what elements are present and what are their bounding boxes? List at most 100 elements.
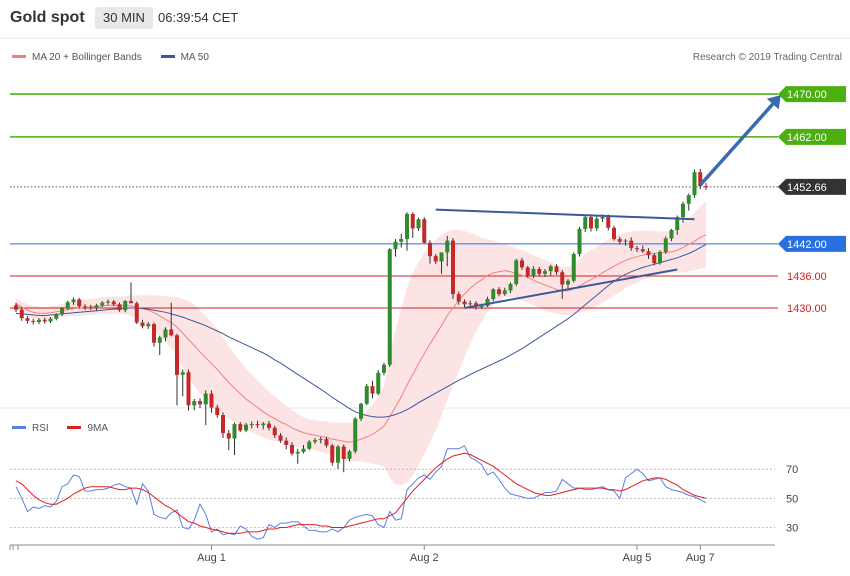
candle-body: [571, 254, 576, 281]
candle-body: [525, 267, 530, 276]
x-tick-Aug-7: Aug 7: [686, 545, 715, 564]
candle: [543, 268, 547, 278]
candle-body: [301, 448, 306, 452]
candle-body: [307, 441, 312, 449]
candle-body: [238, 424, 243, 431]
ma50-swatch: [160, 54, 175, 58]
candle-body: [77, 299, 82, 307]
candle: [318, 436, 323, 444]
ma50-label: MA 50: [180, 52, 209, 63]
candle: [635, 245, 639, 252]
rsi-label: RSI: [32, 423, 49, 434]
candle-body: [410, 213, 415, 229]
candle-body: [554, 266, 559, 273]
candle-body: [48, 318, 53, 322]
candle: [640, 245, 645, 253]
rsi-ma-swatch: [67, 425, 82, 429]
candle-body: [19, 309, 24, 319]
candle: [209, 390, 214, 413]
level-tag: [778, 235, 846, 252]
candle-body: [439, 252, 444, 262]
candle: [393, 239, 398, 257]
x-tick-label: Aug 5: [623, 552, 652, 564]
price-level-1470.00: 1470.00: [10, 86, 846, 103]
candle-body: [652, 255, 657, 264]
candle-body: [681, 203, 685, 218]
candle: [215, 404, 220, 418]
candle-body: [140, 322, 145, 327]
candle: [491, 288, 496, 302]
candle-body: [445, 240, 450, 253]
candle: [485, 296, 490, 307]
candle-body: [663, 238, 668, 252]
price-level-1452.66: 1452.66: [10, 178, 846, 195]
candle-body: [198, 401, 202, 405]
ma20-label: MA 20 + Bollinger Bands: [32, 52, 142, 63]
candle: [221, 412, 225, 438]
candle-body: [393, 241, 398, 250]
target-arrow: [698, 95, 781, 187]
candle: [284, 437, 289, 450]
candle: [462, 299, 467, 307]
candle-body: [416, 219, 421, 229]
candle-body: [468, 303, 473, 305]
candle: [531, 266, 536, 279]
candle: [307, 440, 312, 451]
chart-header: Gold spot 30 MIN 06:39:54 CET: [0, 0, 850, 36]
candle: [111, 300, 116, 306]
candle-body: [704, 186, 708, 188]
timeframe-selector[interactable]: 30 MIN: [95, 7, 153, 29]
candle: [129, 282, 133, 304]
candle-body: [640, 249, 645, 252]
candle: [152, 322, 156, 347]
candle-body: [244, 424, 248, 431]
candle: [295, 448, 300, 464]
candle-body: [658, 251, 662, 264]
candle-body: [100, 302, 105, 306]
ma20-line: [15, 234, 707, 443]
candle-body: [491, 289, 496, 299]
candle: [405, 212, 409, 251]
candle-body: [364, 386, 369, 404]
price-level-1462.00: 1462.00: [10, 128, 846, 145]
candle-body: [692, 172, 697, 196]
candle: [42, 317, 47, 324]
candle: [456, 291, 461, 305]
candle-body: [54, 314, 59, 319]
candle: [560, 270, 565, 299]
candle: [566, 279, 570, 289]
level-label: 1462.00: [787, 132, 827, 144]
candle-body: [347, 451, 352, 459]
candle: [520, 257, 524, 271]
candle-body: [157, 337, 162, 343]
candle: [134, 301, 139, 325]
candle-body: [232, 424, 237, 439]
candle: [336, 444, 340, 470]
candle-body: [433, 256, 438, 262]
candle: [37, 318, 41, 325]
candle: [347, 449, 352, 462]
candle: [577, 226, 582, 257]
ma20-swatch: [12, 54, 26, 58]
candle: [468, 300, 473, 307]
candle: [704, 182, 708, 190]
rsi-swatch: [12, 425, 26, 429]
candle-body: [175, 335, 179, 375]
candle: [83, 304, 87, 311]
candle-body: [318, 439, 323, 441]
candle: [157, 335, 162, 356]
candle: [359, 402, 363, 421]
candle-body: [94, 305, 99, 309]
candle-body: [83, 306, 87, 308]
candle-body: [42, 319, 47, 322]
rsi-legend: RSI 9MA: [12, 422, 124, 436]
candle-body: [284, 440, 289, 445]
candle: [537, 266, 542, 277]
candle-body: [37, 319, 41, 322]
x-tick-label: Aug 1: [197, 552, 226, 564]
candle: [617, 236, 622, 245]
candle-body: [359, 403, 363, 419]
candle: [180, 369, 185, 397]
candle: [370, 380, 375, 399]
